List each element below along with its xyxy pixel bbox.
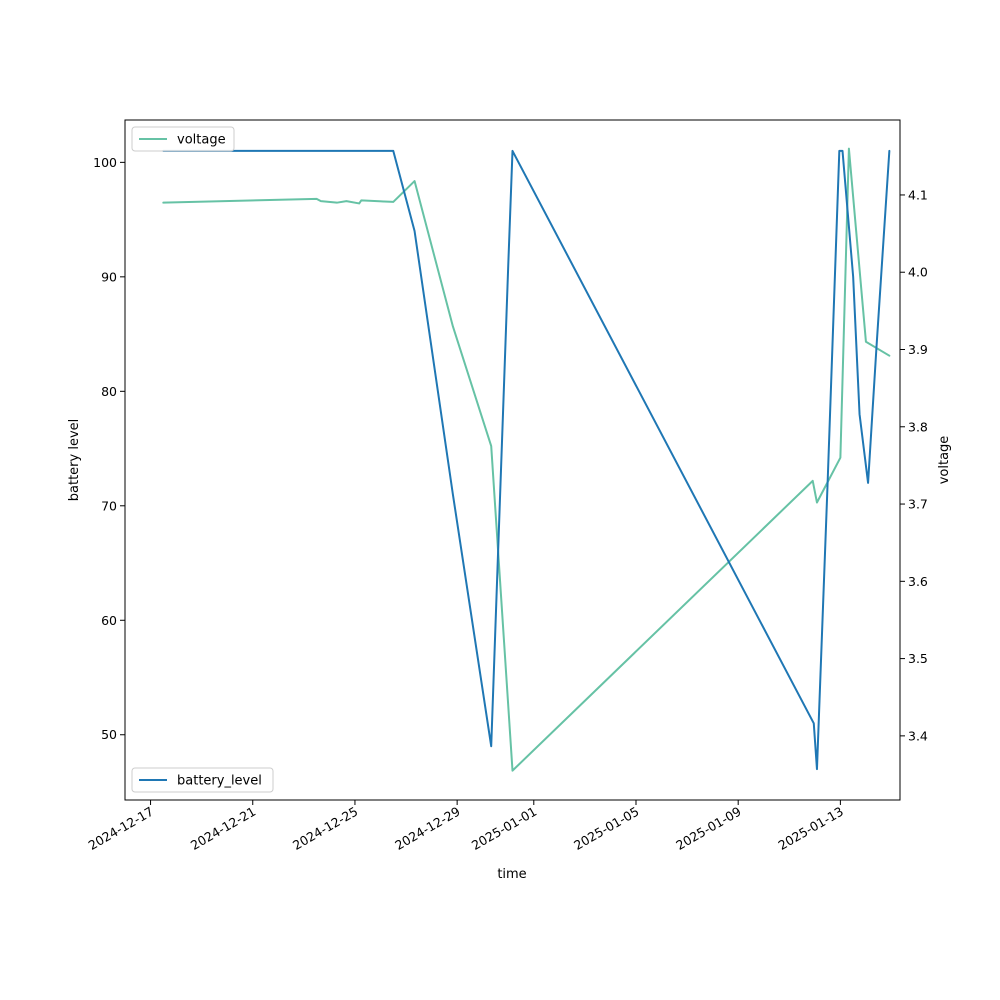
plot-frame	[124, 119, 901, 801]
right-y-tick-label: 3.7	[908, 497, 928, 512]
left-y-tick-label: 60	[101, 613, 117, 628]
right-y-axis-label: voltage	[937, 436, 952, 485]
x-axis-label: time	[497, 867, 526, 882]
left-y-tick-label: 50	[101, 727, 117, 742]
right-y-tick-label: 3.4	[908, 728, 928, 743]
x-axis-ticks: 2024-12-17 2024-12-21 2024-12-25 2024-12-29…	[86, 800, 846, 853]
left-y-tick-label: 100	[93, 155, 117, 170]
right-y-tick-label: 4.0	[908, 265, 928, 280]
x-tick-label: 2024-12-29	[392, 804, 462, 853]
series-line-battery-level	[162, 149, 891, 771]
right-y-tick-label: 3.6	[908, 574, 928, 589]
legend-voltage-label: voltage	[177, 133, 226, 148]
legend-battery-level-box	[131, 767, 274, 793]
series-line-voltage	[162, 147, 891, 772]
right-y-tick-label: 3.5	[908, 651, 928, 666]
plot-area	[125, 120, 900, 800]
legend-voltage-box	[131, 126, 235, 152]
left-y-axis-label: battery level	[67, 419, 82, 502]
left-y-tick-label: 90	[101, 269, 117, 284]
x-tick-label: 2025-01-05	[571, 804, 641, 853]
legend-battery-level: battery_level	[131, 767, 274, 793]
right-y-tick-label: 3.8	[908, 419, 928, 434]
x-tick-label: 2024-12-17	[86, 804, 156, 853]
legend-battery-level-label: battery_level	[177, 774, 262, 789]
left-y-axis-ticks: 50 60 70 80 90 100	[93, 155, 125, 742]
x-tick-label: 2025-01-01	[469, 804, 539, 853]
left-y-tick-label: 70	[101, 498, 117, 513]
legend-voltage: voltage	[131, 126, 235, 152]
x-tick-label: 2025-01-09	[673, 804, 743, 853]
left-y-tick-label: 80	[101, 384, 117, 399]
x-tick-label: 2024-12-21	[188, 804, 258, 853]
series-layer	[162, 147, 891, 772]
x-tick-label: 2025-01-13	[775, 804, 845, 853]
right-y-tick-label: 3.9	[908, 342, 928, 357]
right-y-tick-label: 4.1	[908, 187, 928, 202]
x-tick-label: 2024-12-25	[290, 804, 360, 853]
right-y-axis-ticks: 3.4 3.5 3.6 3.7 3.8 3.9 4.0 4.1	[900, 187, 928, 743]
